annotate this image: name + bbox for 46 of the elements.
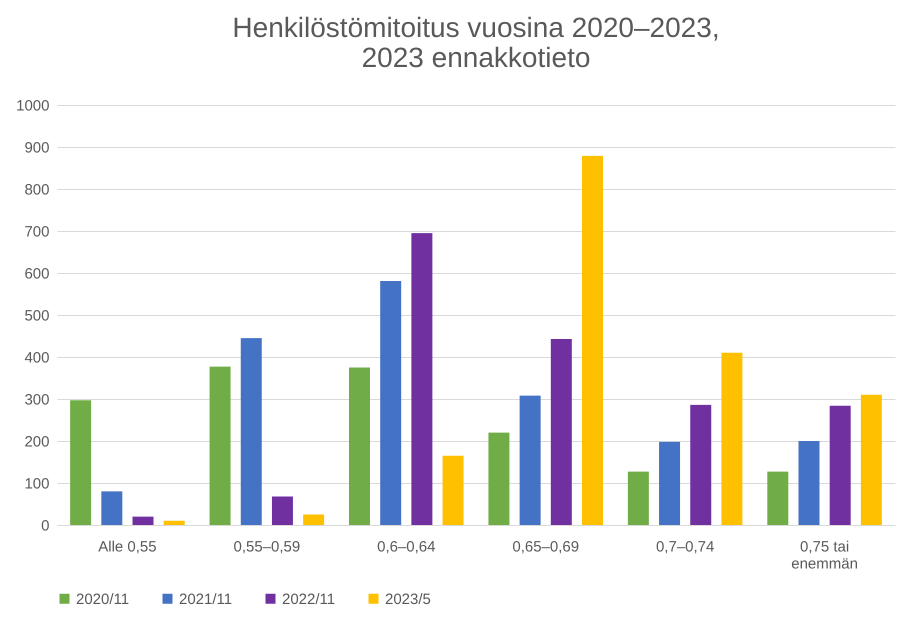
bar bbox=[164, 520, 185, 525]
bar bbox=[767, 472, 788, 525]
x-tick-label: 0,65–0,69 bbox=[512, 538, 580, 556]
y-tick-label: 200 bbox=[24, 434, 50, 450]
bar bbox=[582, 156, 603, 525]
bar bbox=[442, 456, 464, 525]
legend-label: 2020/11 bbox=[76, 590, 130, 608]
bar bbox=[132, 516, 154, 525]
bar bbox=[690, 404, 712, 525]
bar bbox=[860, 394, 882, 525]
bar bbox=[411, 233, 432, 525]
y-tick-label: 800 bbox=[24, 182, 50, 198]
bar bbox=[830, 406, 851, 525]
legend-label: 2022/11 bbox=[282, 590, 336, 608]
y-tick-label: 500 bbox=[24, 308, 50, 324]
y-tick-label: 100 bbox=[24, 476, 50, 492]
x-tick-label: 0,75 tai enemmän bbox=[791, 538, 858, 572]
x-tick-label: 0,6–0,64 bbox=[377, 538, 436, 556]
y-tick-label: 300 bbox=[24, 392, 50, 408]
x-tick-label: 0,7–0,74 bbox=[656, 538, 714, 556]
bar bbox=[380, 280, 402, 525]
y-tick-label: 400 bbox=[24, 350, 50, 366]
x-tick-label: 0,55–0,59 bbox=[233, 538, 300, 556]
bar bbox=[550, 338, 572, 525]
y-tick-label: 1000 bbox=[16, 98, 50, 114]
bar bbox=[303, 514, 324, 525]
bar bbox=[349, 368, 370, 525]
y-tick-label: 700 bbox=[24, 224, 50, 240]
bar bbox=[101, 491, 122, 525]
legend-label: 2023/5 bbox=[385, 590, 431, 608]
bar bbox=[659, 442, 680, 525]
bar bbox=[488, 432, 510, 525]
legend-label: 2021/11 bbox=[179, 590, 232, 608]
x-tick-label: Alle 0,55 bbox=[98, 538, 157, 556]
bar bbox=[210, 366, 231, 525]
chart-title: Henkilöstömitoitus vuosina 2020–2023, 2023 ennakkotieto bbox=[232, 12, 720, 73]
bar bbox=[628, 472, 649, 525]
y-tick-label: 900 bbox=[24, 140, 50, 156]
bar bbox=[240, 338, 262, 525]
y-tick-label: 600 bbox=[24, 266, 50, 282]
bar bbox=[272, 496, 293, 525]
bar bbox=[798, 441, 820, 525]
bar bbox=[721, 352, 742, 525]
y-tick-label: 0 bbox=[41, 518, 50, 534]
bar bbox=[70, 400, 92, 525]
bar bbox=[520, 396, 541, 525]
